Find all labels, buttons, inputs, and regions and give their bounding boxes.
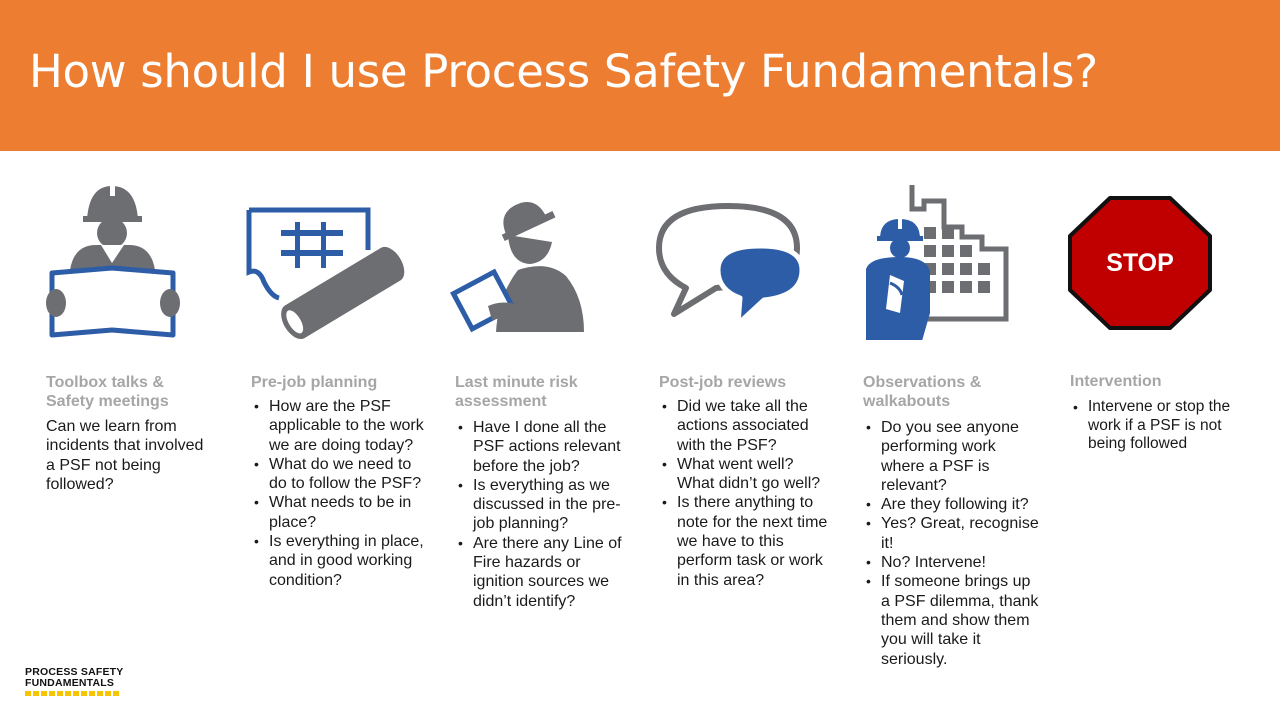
psf-logo: PROCESS SAFETY FUNDAMENTALS: [25, 667, 123, 696]
column-observations: Observations & walkabouts Do you see any…: [863, 373, 1041, 669]
column-last-minute-risk: Last minute risk assessment Have I done …: [455, 373, 630, 611]
worker-building-icon: [860, 185, 1010, 340]
column-title: Pre-job planning: [251, 374, 378, 391]
logo-line-2: FUNDAMENTALS: [25, 677, 115, 689]
list-item: How are the PSF applicable to the work w…: [251, 397, 426, 455]
bullet-list: How are the PSF applicable to the work w…: [251, 397, 426, 590]
list-item: Are they following it?: [863, 495, 1041, 515]
list-item: Is there anything to note for the next t…: [659, 493, 834, 589]
list-item: What needs to be in place?: [251, 493, 426, 532]
column-toolbox-talks: Toolbox talks & Safety meetings Can we l…: [46, 373, 216, 495]
list-item: Are there any Line of Fire hazards or ig…: [455, 534, 630, 611]
stop-sign-label: STOP: [1106, 249, 1174, 277]
list-item: Is everything in place, and in good work…: [251, 532, 426, 590]
worker-reading-plan-icon: [40, 183, 190, 343]
column-title: Observations & walkabouts: [863, 374, 982, 410]
column-title: Last minute risk assessment: [455, 374, 578, 410]
page-title: How should I use Process Safety Fundamen…: [29, 45, 1098, 98]
bullet-list: Have I done all the PSF actions relevant…: [455, 418, 630, 611]
bullet-list: Did we take all the actions associated w…: [659, 397, 834, 590]
column-title: Intervention: [1070, 373, 1162, 390]
column-pre-job-planning: Pre-job planning How are the PSF applica…: [251, 373, 426, 590]
list-item: Is everything as we discussed in the pre…: [455, 476, 630, 534]
blueprint-pipe-icon: [245, 206, 415, 341]
logo-line-1: PROCESS SAFETY: [25, 666, 124, 678]
column-title: Post-job reviews: [659, 374, 787, 391]
worker-clipboard-icon: [448, 190, 588, 335]
speech-bubbles-icon: [656, 202, 806, 327]
bullet-list: Intervene or stop the work if a PSF is n…: [1070, 398, 1240, 454]
list-item: No? Intervene!: [863, 553, 1041, 573]
stop-sign-icon: STOP: [1068, 196, 1213, 331]
bullet-list: Do you see anyone performing work where …: [863, 418, 1041, 669]
list-item: What do we need to do to follow the PSF?: [251, 455, 426, 494]
column-text: Can we learn from incidents that involve…: [46, 418, 204, 494]
list-item: Do you see anyone performing work where …: [863, 418, 1041, 495]
list-item: What went well? What didn’t go well?: [659, 455, 834, 494]
list-item: If someone brings up a PSF dilemma, than…: [863, 572, 1041, 668]
title-banner: [0, 0, 1280, 151]
list-item: Intervene or stop the work if a PSF is n…: [1070, 398, 1240, 454]
logo-stripe: [25, 691, 123, 696]
column-post-job-reviews: Post-job reviews Did we take all the act…: [659, 373, 834, 590]
column-title: Toolbox talks & Safety meetings: [46, 374, 169, 410]
list-item: Did we take all the actions associated w…: [659, 397, 834, 455]
column-intervention: Intervention Intervene or stop the work …: [1070, 372, 1240, 454]
list-item: Yes? Great, recognise it!: [863, 514, 1041, 553]
list-item: Have I done all the PSF actions relevant…: [455, 418, 630, 476]
